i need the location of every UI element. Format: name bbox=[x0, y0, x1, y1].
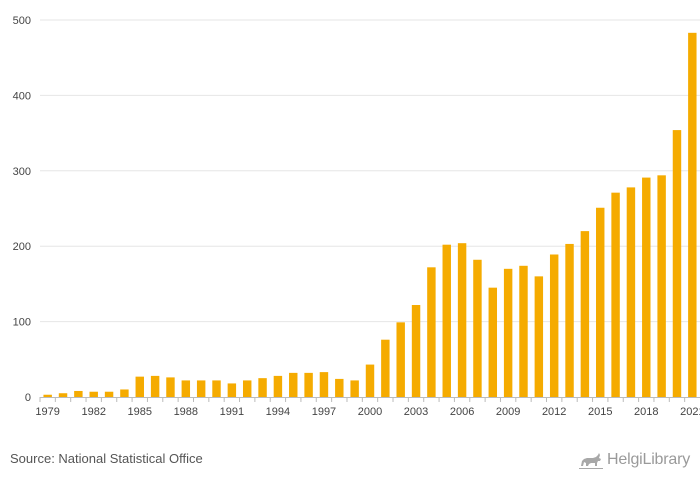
brand-link[interactable]: HelgiLibrary bbox=[579, 449, 690, 471]
x-tick-label: 2003 bbox=[404, 406, 428, 418]
y-tick-label: 200 bbox=[13, 241, 31, 253]
bar-1980 bbox=[58, 393, 68, 397]
bar-2001 bbox=[381, 339, 390, 397]
bar-2014 bbox=[580, 231, 590, 397]
bar-2000 bbox=[365, 364, 375, 397]
bar-2020 bbox=[672, 130, 682, 398]
bar-1982 bbox=[89, 391, 98, 397]
bar-2008 bbox=[488, 287, 498, 397]
bar-1988 bbox=[181, 380, 191, 397]
bar-1997 bbox=[319, 372, 329, 397]
y-tick-label: 0 bbox=[25, 392, 31, 404]
x-tick-label: 2021 bbox=[680, 406, 700, 418]
bar-2021 bbox=[688, 32, 697, 398]
bar-2004 bbox=[427, 267, 436, 397]
bar-1990 bbox=[212, 380, 221, 397]
bar-1999 bbox=[350, 380, 359, 397]
bar-chart: 0 100 200 300 400 500 1979 1982 1985 1988 1991 199… bbox=[13, 15, 700, 418]
bar-2005 bbox=[442, 244, 451, 397]
x-axis-ticks: 1979 1982 1985 1988 1991 1994 1997 2000 2003 2006… bbox=[35, 397, 700, 418]
x-tick-label: 1982 bbox=[81, 406, 105, 418]
source-label: Source: National Statistical Office bbox=[10, 451, 203, 466]
bars bbox=[43, 32, 697, 398]
bar-1979 bbox=[43, 394, 52, 397]
bar-2013 bbox=[565, 243, 574, 397]
x-tick-label: 2012 bbox=[542, 406, 566, 418]
bar-1998 bbox=[335, 378, 344, 397]
y-tick-label: 500 bbox=[13, 15, 31, 27]
x-tick-label: 1997 bbox=[312, 406, 336, 418]
bar-2010 bbox=[519, 265, 528, 397]
bar-2007 bbox=[473, 259, 482, 397]
bar-1989 bbox=[196, 380, 206, 397]
chart-footer: Source: National Statistical Office Helg… bbox=[0, 442, 700, 483]
bar-2009 bbox=[503, 268, 513, 397]
x-tick-label: 2018 bbox=[634, 406, 658, 418]
y-tick-label: 300 bbox=[13, 166, 31, 178]
x-tick-label: 1991 bbox=[220, 406, 244, 418]
bar-2002 bbox=[396, 322, 405, 397]
bar-2011 bbox=[534, 276, 544, 397]
bar-1983 bbox=[104, 391, 114, 397]
bar-1992 bbox=[242, 380, 252, 397]
y-tick-label: 400 bbox=[13, 90, 31, 102]
x-tick-label: 2009 bbox=[496, 406, 520, 418]
gridlines bbox=[40, 19, 700, 323]
y-tick-label: 100 bbox=[13, 317, 31, 329]
brand-name: HelgiLibrary bbox=[607, 451, 690, 468]
bar-1985 bbox=[135, 376, 144, 397]
x-tick-label: 2000 bbox=[358, 406, 382, 418]
bar-2018 bbox=[642, 177, 651, 397]
bar-1995 bbox=[289, 372, 298, 397]
bar-2017 bbox=[626, 187, 636, 397]
bull-logo-icon bbox=[579, 453, 604, 469]
bar-2015 bbox=[596, 207, 605, 397]
y-axis-ticks: 0 100 200 300 400 500 bbox=[13, 15, 31, 404]
x-tick-label: 1994 bbox=[266, 406, 290, 418]
bar-2012 bbox=[549, 254, 559, 397]
bar-1994 bbox=[273, 375, 283, 397]
x-tick-label: 1985 bbox=[128, 406, 152, 418]
bar-2006 bbox=[457, 243, 467, 397]
bar-1987 bbox=[166, 377, 175, 397]
bar-1996 bbox=[304, 372, 313, 397]
bar-1993 bbox=[258, 378, 267, 397]
bar-2019 bbox=[657, 175, 666, 397]
bar-1984 bbox=[120, 389, 129, 397]
bar-1981 bbox=[74, 390, 83, 397]
x-tick-label: 2006 bbox=[450, 406, 474, 418]
x-tick-label: 2015 bbox=[588, 406, 612, 418]
bar-1986 bbox=[150, 375, 160, 397]
bar-1991 bbox=[227, 383, 237, 397]
bar-2003 bbox=[411, 305, 421, 397]
x-tick-label: 1988 bbox=[174, 406, 198, 418]
bar-2016 bbox=[611, 192, 620, 397]
x-tick-label: 1979 bbox=[35, 406, 59, 418]
